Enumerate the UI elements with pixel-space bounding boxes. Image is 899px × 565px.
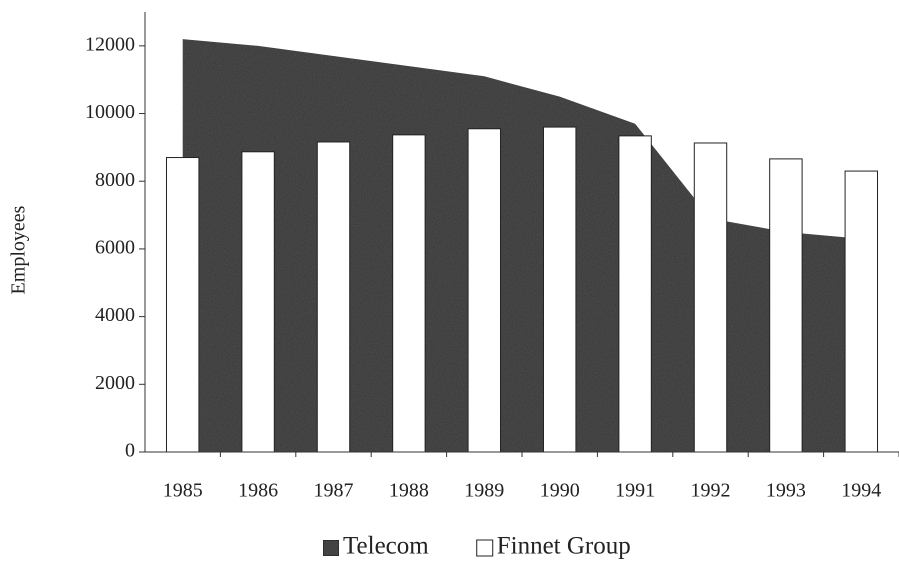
legend-label: Telecom	[343, 533, 429, 560]
x-tick-label: 1985	[163, 480, 203, 502]
x-tick-label: 1991	[615, 480, 655, 502]
y-tick-label: 2000	[95, 372, 135, 394]
area	[182, 39, 862, 452]
x-tick-label: 1994	[841, 480, 881, 502]
bar	[165, 157, 200, 453]
legend-swatch	[476, 539, 494, 557]
legend-swatch	[322, 539, 340, 557]
x-tick-label: 1988	[389, 480, 429, 502]
bar	[392, 134, 426, 453]
bar	[316, 141, 351, 453]
y-tick-label: 0	[125, 440, 135, 462]
x-tick-label: 1986	[238, 480, 278, 502]
x-tick-label: 1990	[540, 480, 580, 502]
y-tick-label: 6000	[95, 237, 135, 259]
bar	[693, 142, 728, 453]
bar	[618, 135, 652, 453]
bar	[769, 158, 803, 453]
y-axis-label: Employees	[8, 205, 30, 294]
bar	[241, 151, 275, 453]
x-tick-label: 1987	[314, 480, 354, 502]
x-tick-label: 1992	[691, 480, 731, 502]
y-tick-label: 12000	[85, 33, 135, 55]
y-tick-label: 8000	[95, 169, 135, 191]
y-tick-label: 4000	[95, 304, 135, 326]
bar	[844, 170, 879, 453]
x-tick-label: 1989	[464, 480, 504, 502]
legend-label: Finnet Group	[497, 533, 631, 560]
bar	[542, 126, 577, 453]
x-tick-label: 1993	[766, 480, 806, 502]
bar	[467, 128, 502, 453]
y-tick-label: 10000	[85, 101, 135, 123]
